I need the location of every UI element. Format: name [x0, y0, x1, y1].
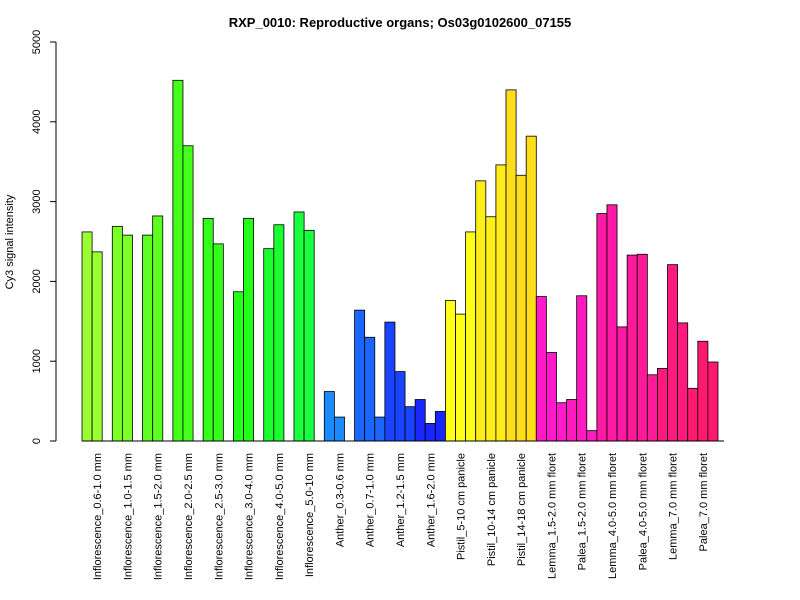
- bar: [535, 296, 547, 442]
- x-tick-label: Anther_0.3-0.6 mm: [334, 453, 346, 547]
- bar: [475, 180, 487, 442]
- x-tick-label: Palea_7.0 mm floret: [698, 453, 710, 551]
- bar: [374, 416, 386, 442]
- x-tick-label: Palea_4.0-5.0 mm floret: [637, 453, 649, 570]
- bar: [364, 336, 376, 442]
- x-tick-label: Palea_1.5-2.0 mm floret: [577, 453, 589, 570]
- y-tick-label: 3000: [31, 189, 43, 213]
- y-tick-label: 0: [31, 438, 43, 444]
- bar: [323, 391, 335, 442]
- bar: [545, 352, 557, 442]
- x-tick-label: Inflorescence_3.0-4.0 mm: [244, 453, 256, 580]
- bar: [434, 411, 446, 442]
- bar: [81, 231, 93, 442]
- x-tick-label: Inflorescence_4.0-5.0 mm: [274, 453, 286, 580]
- bar: [515, 174, 527, 442]
- y-axis: 0 1000 2000 3000 4000 5000: [31, 30, 57, 444]
- bar: [182, 145, 194, 442]
- bar: [202, 217, 214, 442]
- bar: [525, 135, 537, 442]
- x-tick-label: Pistil_10-14 cm panicle: [486, 453, 498, 566]
- x-tick-label: Inflorescence_0.6-1.0 mm: [92, 453, 104, 580]
- y-tick-label: 2000: [31, 269, 43, 293]
- bar: [485, 216, 497, 442]
- bar: [495, 164, 507, 442]
- x-tick-label: Inflorescence_1.0-1.5 mm: [122, 453, 134, 580]
- bar: [414, 399, 426, 442]
- bar: [505, 89, 517, 442]
- bar: [333, 416, 345, 442]
- bar: [303, 229, 315, 442]
- bar: [636, 253, 648, 442]
- bar: [384, 321, 396, 442]
- y-axis-label: Cy3 signal intensity: [4, 194, 16, 289]
- bar: [596, 213, 608, 442]
- bar: [263, 248, 275, 442]
- x-tick-label: Inflorescence_1.5-2.0 mm: [153, 453, 165, 580]
- bar: [707, 361, 719, 442]
- bar: [111, 225, 123, 442]
- bar: [576, 295, 588, 442]
- bar: [677, 322, 689, 442]
- x-tick-label: Lemma_1.5-2.0 mm floret: [546, 453, 558, 579]
- bar: [455, 313, 467, 442]
- bar: [556, 402, 567, 442]
- bar: [354, 309, 366, 442]
- x-tick-label: Anther_0.7-1.0 mm: [365, 453, 377, 547]
- bar: [243, 217, 255, 442]
- x-axis: Inflorescence_0.6-1.0 mm Inflorescence_1.…: [82, 440, 724, 580]
- bar: [212, 243, 224, 442]
- y-tick-label: 4000: [31, 110, 43, 134]
- bar: [293, 211, 305, 442]
- bar: [697, 340, 709, 442]
- bar: [646, 374, 658, 442]
- bar: [424, 423, 436, 442]
- bar: [465, 231, 477, 442]
- bar: [566, 399, 578, 442]
- bar: [667, 264, 679, 442]
- bar: [404, 406, 416, 442]
- bar: [91, 251, 103, 442]
- bar: [606, 204, 618, 442]
- bar: [142, 234, 154, 442]
- x-tick-label: Pistil_5-10 cm panicle: [456, 453, 468, 560]
- bar: [626, 254, 638, 442]
- x-tick-label: Anther_1.6-2.0 mm: [425, 453, 437, 547]
- x-tick-label: Inflorescence_2.0-2.5 mm: [183, 453, 195, 580]
- bar: [687, 387, 699, 442]
- x-tick-label: Pistil_14-18 cm panicle: [516, 453, 528, 566]
- bar: [657, 367, 668, 442]
- bar: [616, 326, 628, 442]
- bar: [233, 291, 244, 442]
- bar: [273, 224, 285, 442]
- bar: [445, 300, 456, 442]
- bar: [121, 234, 133, 442]
- bar: [586, 430, 598, 442]
- bar: [152, 215, 164, 442]
- chart-title: RXP_0010: Reproductive organs; Os03g0102…: [229, 15, 572, 30]
- x-tick-label: Inflorescence_5.0-10 mm: [304, 453, 316, 577]
- y-tick-label: 1000: [31, 349, 43, 373]
- x-tick-label: Lemma_4.0-5.0 mm floret: [607, 453, 619, 579]
- x-tick-label: Lemma_7.0 mm floret: [668, 453, 680, 560]
- y-tick-label: 5000: [31, 30, 43, 54]
- bars: [81, 79, 719, 442]
- x-tick-label: Inflorescence_2.5-3.0 mm: [213, 453, 225, 580]
- x-tick-label: Anther_1.2-1.5 mm: [395, 453, 407, 547]
- bar: [172, 79, 184, 442]
- bar: [394, 371, 406, 442]
